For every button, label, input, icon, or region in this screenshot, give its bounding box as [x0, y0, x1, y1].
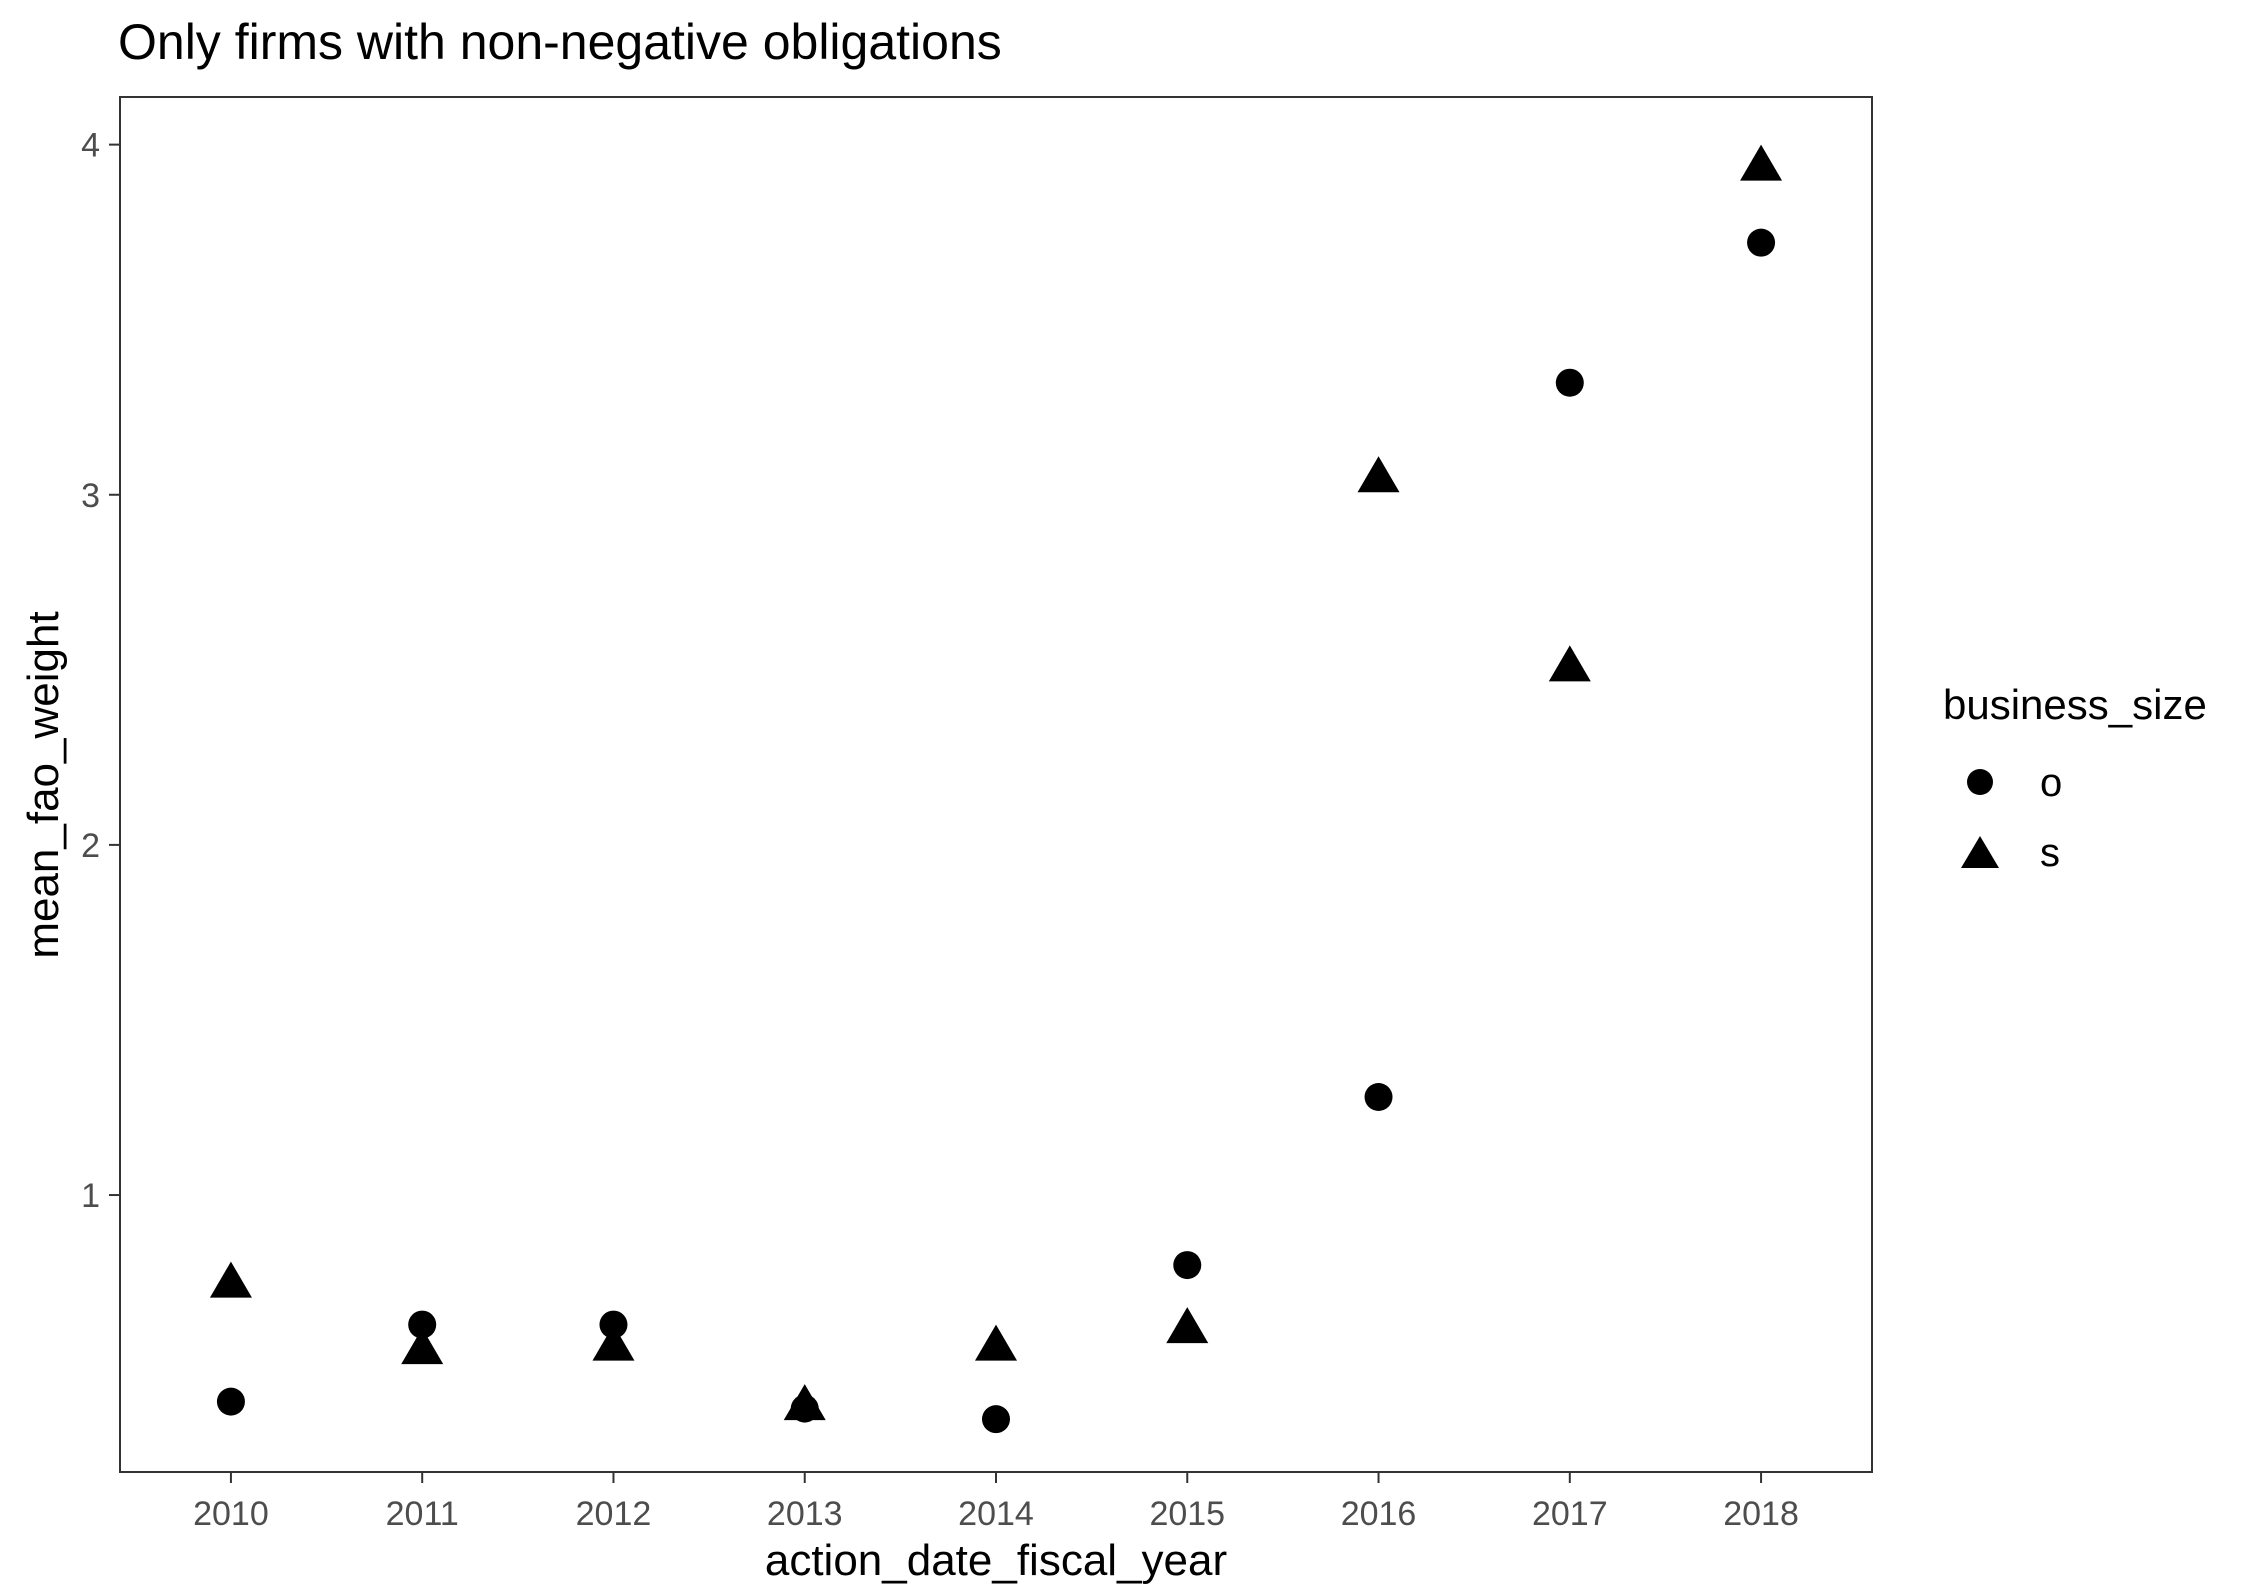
x-tick-label-2011: 2011 — [386, 1495, 459, 1533]
legend-title: business_size — [1943, 681, 2207, 728]
x-tick-label-2015: 2015 — [1149, 1495, 1225, 1533]
point-s-2015 — [1166, 1307, 1209, 1344]
point-o-2012 — [599, 1310, 628, 1339]
y-tick-label-4: 4 — [81, 127, 100, 165]
x-axis: 2010 2011 2012 2013 2014 2015 2016 2017 2018 — [193, 1472, 1799, 1533]
x-tick-label-2018: 2018 — [1723, 1495, 1799, 1533]
legend-label-s: s — [2040, 831, 2060, 875]
y-tick-label-3: 3 — [81, 477, 100, 515]
x-tick-label-2014: 2014 — [958, 1495, 1034, 1533]
series-o — [216, 228, 1776, 1434]
point-s-2014 — [975, 1324, 1017, 1361]
point-o-2016 — [1364, 1083, 1393, 1111]
point-o-2015 — [1173, 1251, 1202, 1280]
legend: business_size o s — [1943, 681, 2207, 875]
y-tick-label-2: 2 — [81, 827, 100, 865]
y-axis: 1 2 3 4 — [81, 127, 120, 1215]
panel-border — [119, 96, 1873, 1473]
point-o-2010 — [216, 1387, 245, 1416]
point-s-2012 — [592, 1324, 635, 1361]
legend-key-s — [1961, 836, 1999, 868]
point-s-2018 — [1740, 144, 1783, 181]
point-o-2011 — [408, 1310, 437, 1339]
point-s-2011 — [401, 1328, 444, 1365]
x-tick-label-2013: 2013 — [767, 1495, 843, 1533]
x-tick-label-2016: 2016 — [1341, 1495, 1417, 1533]
series-s — [209, 144, 1783, 1421]
point-s-2013 — [783, 1384, 826, 1421]
point-o-2014 — [982, 1405, 1010, 1434]
x-tick-label-2017: 2017 — [1532, 1495, 1608, 1533]
x-tick-label-2012: 2012 — [576, 1495, 652, 1533]
y-tick-label-1: 1 — [81, 1177, 100, 1215]
chart-title: Only firms with non-negative obligations — [118, 14, 1002, 70]
legend-key-o — [1967, 769, 1993, 795]
point-s-2016 — [1357, 456, 1400, 493]
y-axis-title: mean_fao_weight — [19, 611, 68, 958]
legend-label-o: o — [2040, 761, 2062, 805]
point-s-2010 — [209, 1261, 252, 1298]
point-o-2018 — [1747, 228, 1776, 257]
point-o-2017 — [1555, 368, 1584, 397]
x-axis-title: action_date_fiscal_year — [765, 1536, 1227, 1585]
x-tick-label-2010: 2010 — [193, 1495, 269, 1533]
point-s-2017 — [1548, 645, 1591, 682]
